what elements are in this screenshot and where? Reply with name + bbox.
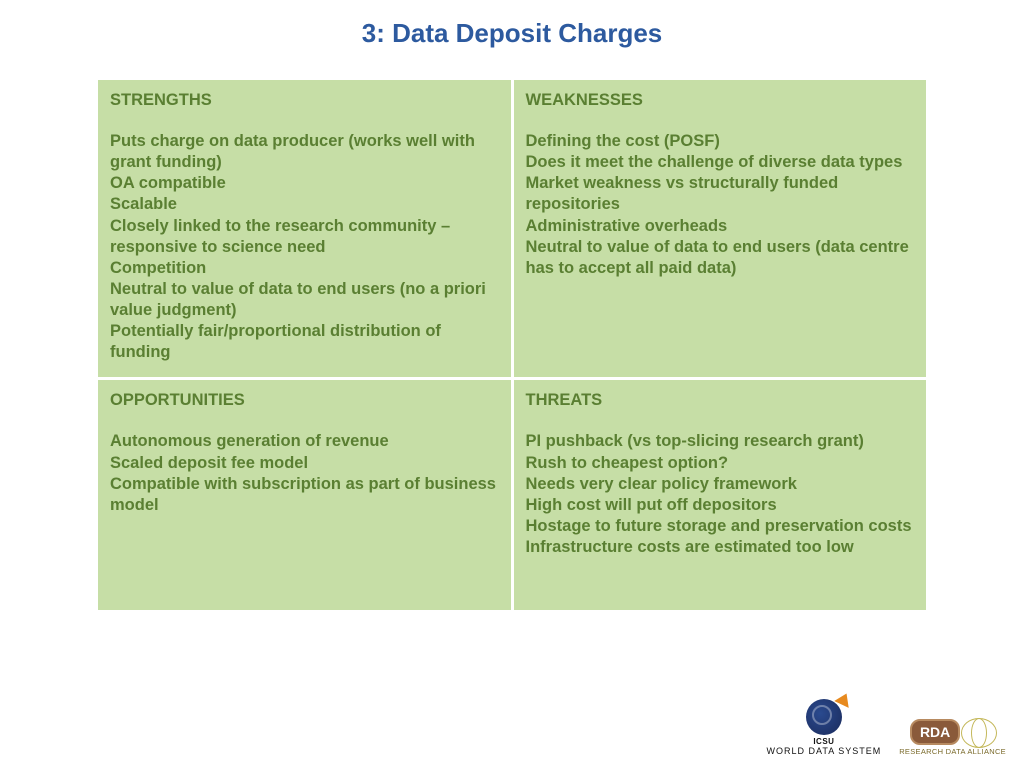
footer-logos: ICSU WORLD DATA SYSTEM RDA RESEARCH DATA… — [767, 699, 1006, 756]
opportunities-heading: OPPORTUNITIES — [110, 390, 499, 411]
list-item: Rush to cheapest option? — [526, 453, 915, 474]
list-item: Scalable — [110, 194, 499, 215]
list-item: Neutral to value of data to end users (n… — [110, 279, 499, 321]
list-item: Administrative overheads — [526, 216, 915, 237]
list-item: PI pushback (vs top-slicing research gra… — [526, 431, 915, 452]
rda-subtitle: RESEARCH DATA ALLIANCE — [899, 747, 1006, 756]
swot-opportunities-cell: OPPORTUNITIES Autonomous generation of r… — [98, 380, 511, 610]
list-item: Hostage to future storage and preservati… — [526, 516, 915, 537]
swot-threats-cell: THREATS PI pushback (vs top-slicing rese… — [514, 380, 927, 610]
rda-logo: RDA RESEARCH DATA ALLIANCE — [899, 718, 1006, 756]
globe-icon — [806, 699, 842, 735]
list-item: OA compatible — [110, 173, 499, 194]
globe-icon — [961, 718, 995, 746]
slide-title: 3: Data Deposit Charges — [0, 0, 1024, 77]
wds-line2: WORLD DATA SYSTEM — [767, 746, 882, 756]
list-item: Scaled deposit fee model — [110, 453, 499, 474]
list-item: Closely linked to the research community… — [110, 216, 499, 258]
swot-weaknesses-cell: WEAKNESSES Defining the cost (POSF) Does… — [514, 80, 927, 377]
strengths-heading: STRENGTHS — [110, 90, 499, 111]
list-item: Competition — [110, 258, 499, 279]
list-item: High cost will put off depositors — [526, 495, 915, 516]
list-item: Infrastructure costs are estimated too l… — [526, 537, 915, 558]
list-item: Autonomous generation of revenue — [110, 431, 499, 452]
list-item: Market weakness vs structurally funded r… — [526, 173, 915, 215]
list-item: Does it meet the challenge of diverse da… — [526, 152, 915, 173]
list-item: Neutral to value of data to end users (d… — [526, 237, 915, 279]
list-item: Compatible with subscription as part of … — [110, 474, 499, 516]
swot-table: STRENGTHS Puts charge on data producer (… — [95, 77, 929, 613]
list-item: Puts charge on data producer (works well… — [110, 131, 499, 173]
list-item: Defining the cost (POSF) — [526, 131, 915, 152]
swot-strengths-cell: STRENGTHS Puts charge on data producer (… — [98, 80, 511, 377]
list-item: Potentially fair/proportional distributi… — [110, 321, 499, 363]
wds-line1: ICSU — [813, 737, 834, 746]
rda-badge: RDA — [910, 719, 960, 745]
list-item: Needs very clear policy framework — [526, 474, 915, 495]
wds-logo: ICSU WORLD DATA SYSTEM — [767, 699, 882, 756]
weaknesses-heading: WEAKNESSES — [526, 90, 915, 111]
threats-heading: THREATS — [526, 390, 915, 411]
